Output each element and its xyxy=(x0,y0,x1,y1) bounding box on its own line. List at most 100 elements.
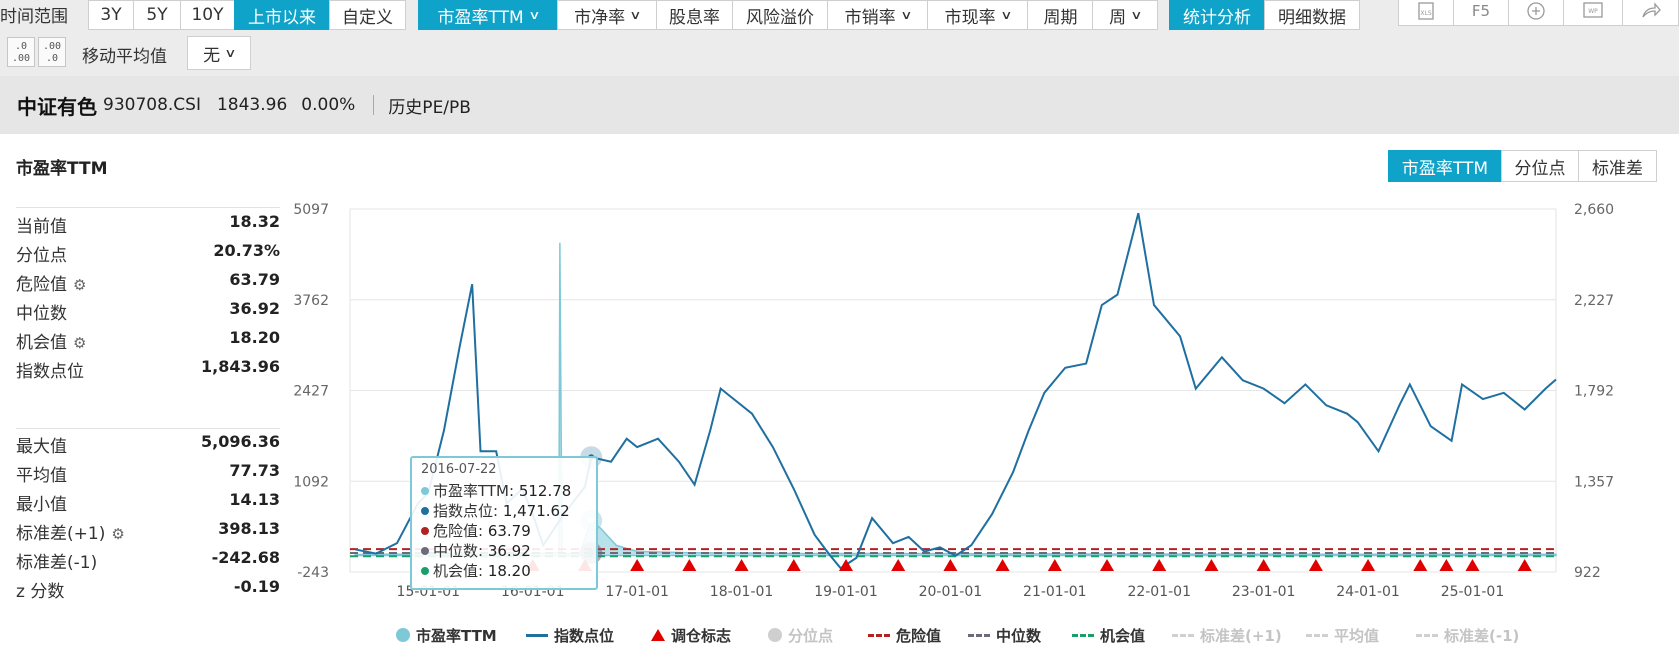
f5-refresh-button[interactable]: F5 xyxy=(1453,0,1509,26)
increase-decimal-icon[interactable]: .0 .00 xyxy=(7,37,35,67)
gear-icon[interactable]: ⚙ xyxy=(73,276,87,294)
stat-label: 最小值 xyxy=(16,495,67,515)
legend-item[interactable]: 平均值 xyxy=(1306,624,1379,646)
mode-tab-stddev[interactable]: 标准差 xyxy=(1578,150,1657,182)
stat-label: 最大值 xyxy=(16,437,67,457)
rebalance-marker xyxy=(838,559,853,571)
stats-divider xyxy=(16,428,280,429)
index-name: 中证有色 xyxy=(17,94,97,119)
y-tick-label-left: 1092 xyxy=(293,474,329,490)
decrease-decimal-icon[interactable]: .00 .0 xyxy=(38,37,66,67)
stat-label: 平均值 xyxy=(16,466,67,486)
gear-icon[interactable]: ⚙ xyxy=(73,334,87,352)
legend-circle-icon xyxy=(768,628,782,642)
share-icon xyxy=(1641,2,1661,18)
tooltip-row: 危险值: 63.79 xyxy=(421,520,531,540)
stat-label: 当前值 xyxy=(16,217,67,237)
word-export-icon: WP xyxy=(1583,2,1603,18)
rebalance-marker xyxy=(1439,559,1454,571)
stat-value: -242.68 xyxy=(211,548,280,567)
tooltip-value: 36.92 xyxy=(487,542,531,560)
legend-item[interactable]: 标准差(+1) xyxy=(1172,624,1282,646)
x-tick-label: 19-01-01 xyxy=(814,584,878,600)
legend-item[interactable]: 市盈率TTM xyxy=(396,624,497,646)
legend-label: 标准差(-1) xyxy=(1444,626,1520,645)
y-tick-label-left: -243 xyxy=(297,565,329,581)
stat-value: 18.20 xyxy=(229,328,280,347)
range-since-listing-button[interactable]: 上市以来 xyxy=(234,0,330,30)
x-tick-label: 22-01-01 xyxy=(1127,584,1191,600)
stat-label: 分位点 xyxy=(16,246,67,266)
stats-divider xyxy=(16,207,280,208)
y-tick-label-right: 2,227 xyxy=(1574,293,1614,309)
rebalance-marker xyxy=(1047,559,1062,571)
rebalance-marker xyxy=(1361,559,1376,571)
legend-label: 标准差(+1) xyxy=(1200,626,1282,645)
moving-average-select[interactable]: 无 ∨ xyxy=(187,36,251,70)
tooltip-label: 机会值: xyxy=(433,562,488,580)
tab-dividend-yield[interactable]: 股息率 xyxy=(656,0,733,30)
tab-pb-label: 市净率 xyxy=(574,7,626,28)
tab-detail-data[interactable]: 明细数据 xyxy=(1264,0,1360,30)
legend-dash-icon xyxy=(1172,633,1194,637)
y-tick-label-right: 922 xyxy=(1574,565,1601,581)
legend-item[interactable]: 机会值 xyxy=(1072,624,1145,646)
series-dot-icon xyxy=(421,567,429,575)
legend-circle-icon xyxy=(396,628,410,642)
y-tick-label-left: 5097 xyxy=(293,202,329,218)
tab-statistics[interactable]: 统计分析 xyxy=(1169,0,1265,30)
legend-item[interactable]: 分位点 xyxy=(768,624,833,646)
x-tick-label: 17-01-01 xyxy=(605,584,669,600)
tooltip-label: 指数点位: xyxy=(433,502,503,520)
tooltip-row: 机会值: 18.20 xyxy=(421,560,531,580)
svg-text:XLS: XLS xyxy=(1420,10,1431,17)
history-pe-pb-link[interactable]: 历史PE/PB xyxy=(388,97,471,118)
stat-row: 标准差(-1) -242.68 xyxy=(16,544,280,573)
y-tick-label-right: 1,357 xyxy=(1574,474,1614,490)
legend-label: 平均值 xyxy=(1334,626,1380,645)
rebalance-marker xyxy=(682,559,697,571)
xls-export-icon: XLS xyxy=(1418,2,1434,20)
stat-value: 36.92 xyxy=(229,299,280,318)
stat-value: 5,096.36 xyxy=(201,432,280,451)
y-tick-label-left: 3762 xyxy=(293,293,329,309)
tooltip-value: 63.79 xyxy=(487,522,531,540)
legend-item[interactable]: 危险值 xyxy=(868,624,941,646)
legend-dash-icon xyxy=(1416,633,1438,637)
xls-export-button[interactable]: XLS xyxy=(1398,0,1454,26)
share-button[interactable] xyxy=(1622,0,1679,26)
add-button[interactable] xyxy=(1508,0,1564,26)
series-dot-icon xyxy=(421,527,429,535)
legend-item[interactable]: 标准差(-1) xyxy=(1416,624,1519,646)
range-custom-button[interactable]: 自定义 xyxy=(329,0,406,30)
tab-pcf-label: 市现率 xyxy=(944,7,996,28)
panel-title: 市盈率TTM xyxy=(16,159,108,179)
stat-value: 398.13 xyxy=(218,519,280,538)
period-select[interactable]: 周 ∨ xyxy=(1092,0,1158,30)
mode-tab-percentile[interactable]: 分位点 xyxy=(1501,150,1579,182)
word-export-button[interactable]: WP xyxy=(1563,0,1623,26)
chevron-down-icon: ∨ xyxy=(1130,8,1143,22)
legend-label: 调仓标志 xyxy=(671,626,732,645)
range-3y-button[interactable]: 3Y xyxy=(88,0,134,30)
tooltip-label: 中位数: xyxy=(433,542,488,560)
time-range-label: 时间范围 xyxy=(0,7,68,27)
range-5y-button[interactable]: 5Y xyxy=(133,0,181,30)
f5-label: F5 xyxy=(1471,2,1491,20)
tab-pb[interactable]: 市净率 ∨ xyxy=(557,0,657,30)
stat-value: 1,843.96 xyxy=(201,357,280,376)
legend-item[interactable]: 指数点位 xyxy=(526,624,614,646)
tab-risk-premium[interactable]: 风险溢价 xyxy=(732,0,828,30)
chevron-down-icon: ∨ xyxy=(527,8,541,22)
mode-tab-pe[interactable]: 市盈率TTM xyxy=(1388,150,1502,182)
legend-line-icon xyxy=(526,633,548,637)
index-change: 0.00% xyxy=(301,95,356,115)
tab-ps[interactable]: 市销率 ∨ xyxy=(827,0,928,30)
legend-label: 危险值 xyxy=(896,626,942,645)
stat-row: 机会值 ⚙ 18.20 xyxy=(16,324,280,353)
legend-item[interactable]: 中位数 xyxy=(968,624,1041,646)
tab-pcf[interactable]: 市现率 ∨ xyxy=(927,0,1028,30)
gear-icon[interactable]: ⚙ xyxy=(111,525,125,543)
tab-pe-ttm[interactable]: 市盈率TTM ∨ xyxy=(418,0,558,30)
legend-item[interactable]: 调仓标志 xyxy=(651,624,731,646)
